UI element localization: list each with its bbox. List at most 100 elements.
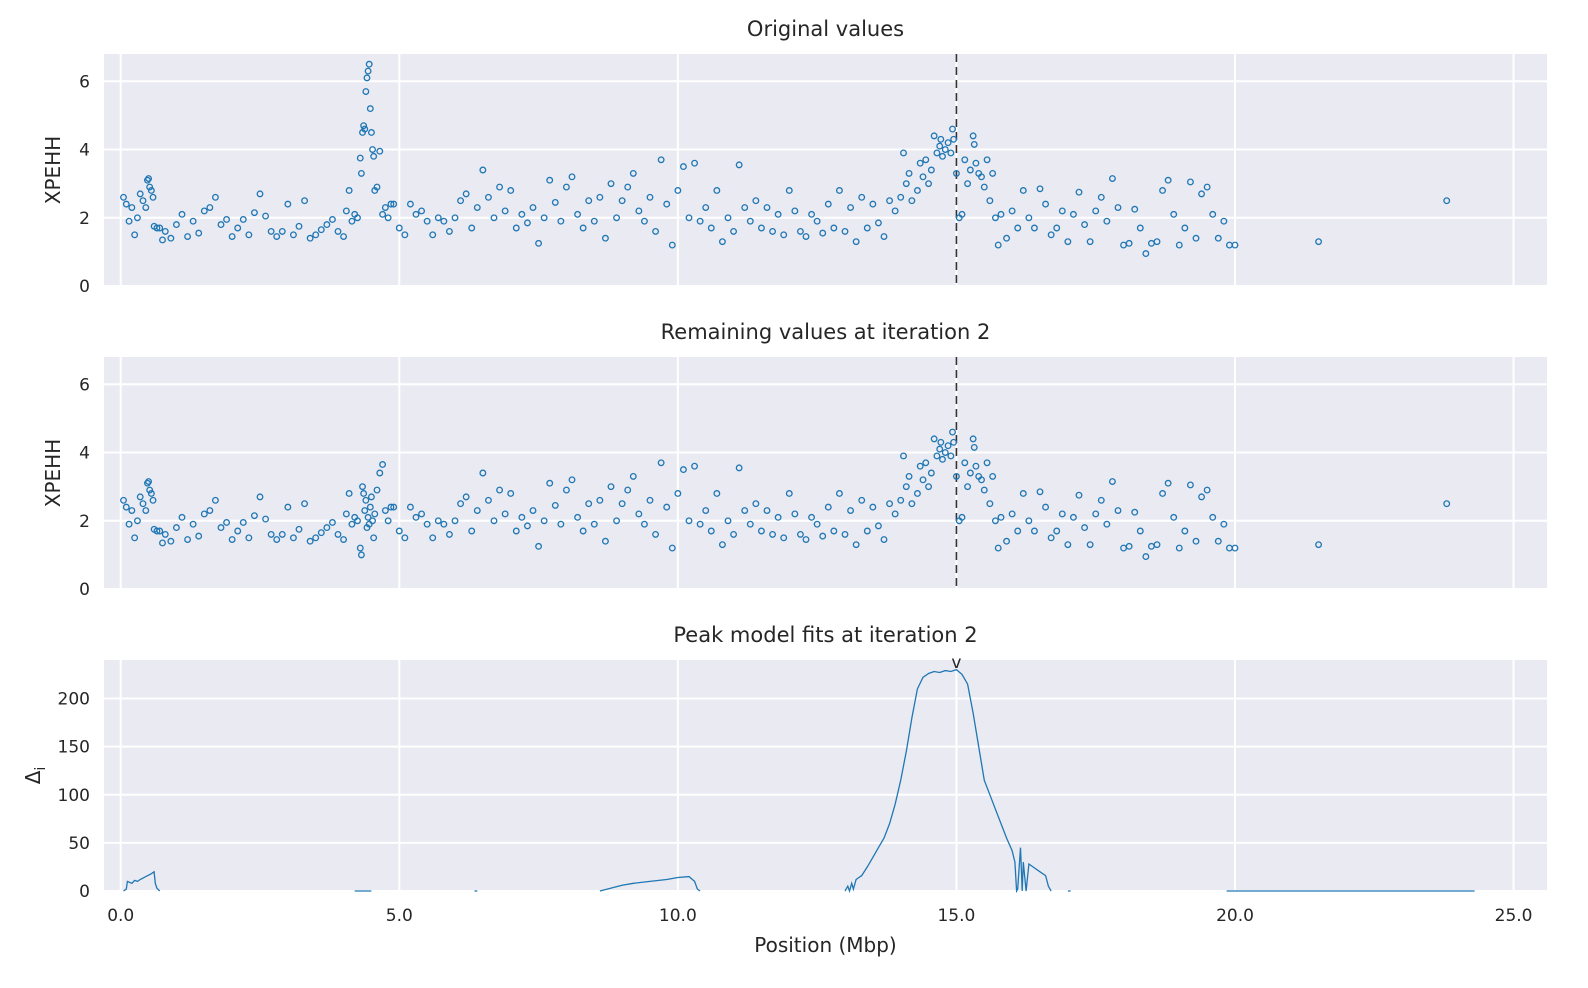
data-point (356, 544, 364, 552)
data-point (707, 224, 715, 232)
data-point (905, 472, 913, 480)
data-point (479, 166, 487, 174)
data-point (1181, 527, 1189, 535)
data-point (635, 510, 643, 518)
x-axis-label: Position (Mbp) (754, 933, 896, 957)
data-point (635, 207, 643, 215)
data-point (381, 204, 389, 211)
data-point (133, 214, 141, 222)
data-point (1170, 210, 1178, 218)
data-point (886, 500, 894, 508)
data-point (613, 517, 621, 525)
data-point (1231, 544, 1239, 552)
data-point (125, 520, 133, 528)
data-point (841, 227, 849, 235)
data-point (713, 187, 721, 194)
data-point (663, 503, 671, 511)
data-point (900, 452, 907, 460)
data-point (780, 231, 788, 239)
data-point (412, 210, 420, 218)
data-point (217, 524, 225, 532)
data-point (149, 193, 157, 201)
data-point (944, 139, 952, 147)
data-point (908, 197, 916, 205)
data-point (679, 163, 687, 171)
data-point (1114, 204, 1122, 211)
data-point (379, 210, 387, 218)
data-point (936, 445, 944, 453)
data-point (863, 527, 871, 535)
data-point (406, 503, 414, 511)
data-point (301, 197, 309, 205)
data-point (841, 530, 849, 538)
data-point (1198, 190, 1206, 198)
data-point (364, 67, 372, 75)
data-point (356, 154, 364, 162)
data-point (473, 204, 481, 211)
data-point (1231, 241, 1239, 249)
data-point (774, 210, 782, 218)
data-point (357, 551, 365, 559)
data-point (1315, 541, 1323, 549)
data-point (317, 529, 325, 537)
data-point (1075, 188, 1083, 196)
data-point (373, 486, 381, 494)
data-point (994, 241, 1002, 249)
data-point (362, 88, 370, 95)
data-point (674, 187, 682, 194)
data-point (927, 469, 935, 477)
data-point (874, 219, 882, 227)
data-point (1315, 238, 1323, 246)
data-point (707, 527, 715, 535)
data-point (964, 483, 972, 491)
data-point (484, 193, 492, 201)
data-point (145, 175, 153, 182)
data-point (369, 517, 376, 525)
data-point (657, 459, 665, 467)
data-point (668, 544, 676, 552)
data-point (312, 534, 320, 542)
data-point (813, 520, 821, 528)
data-point (596, 193, 604, 201)
data-point (523, 522, 531, 530)
data-point (440, 520, 448, 528)
data-point (1103, 217, 1111, 225)
data-point (557, 520, 565, 528)
data-point (562, 183, 570, 191)
data-point (646, 193, 654, 201)
data-point (930, 132, 938, 140)
fit-line (123, 870, 161, 892)
data-point (147, 490, 155, 497)
data-point (989, 472, 997, 480)
data-point (802, 233, 810, 240)
plot-area (104, 54, 1547, 286)
data-point (966, 166, 974, 174)
data-point (501, 510, 509, 518)
data-point (142, 204, 150, 211)
data-point (273, 536, 281, 543)
data-point (371, 510, 379, 518)
data-point (1175, 241, 1183, 249)
data-point (1069, 513, 1077, 521)
data-point (239, 519, 247, 526)
y-axis-label: Δi (21, 767, 49, 785)
plot-area (104, 660, 1547, 891)
data-point (546, 479, 554, 487)
data-point (289, 231, 297, 239)
data-point (136, 190, 144, 198)
data-point (125, 217, 133, 225)
data-point (354, 214, 361, 222)
panel-title: Original values (747, 17, 904, 41)
data-point (1153, 541, 1161, 549)
data-point (1097, 496, 1105, 504)
data-point (964, 180, 972, 188)
data-point (348, 520, 356, 528)
data-point (178, 210, 186, 218)
data-point (153, 527, 161, 535)
data-point (429, 534, 437, 542)
data-point (256, 190, 264, 198)
data-point (429, 231, 437, 239)
data-point (1058, 207, 1066, 215)
data-point (941, 449, 949, 456)
data-point (927, 166, 935, 174)
